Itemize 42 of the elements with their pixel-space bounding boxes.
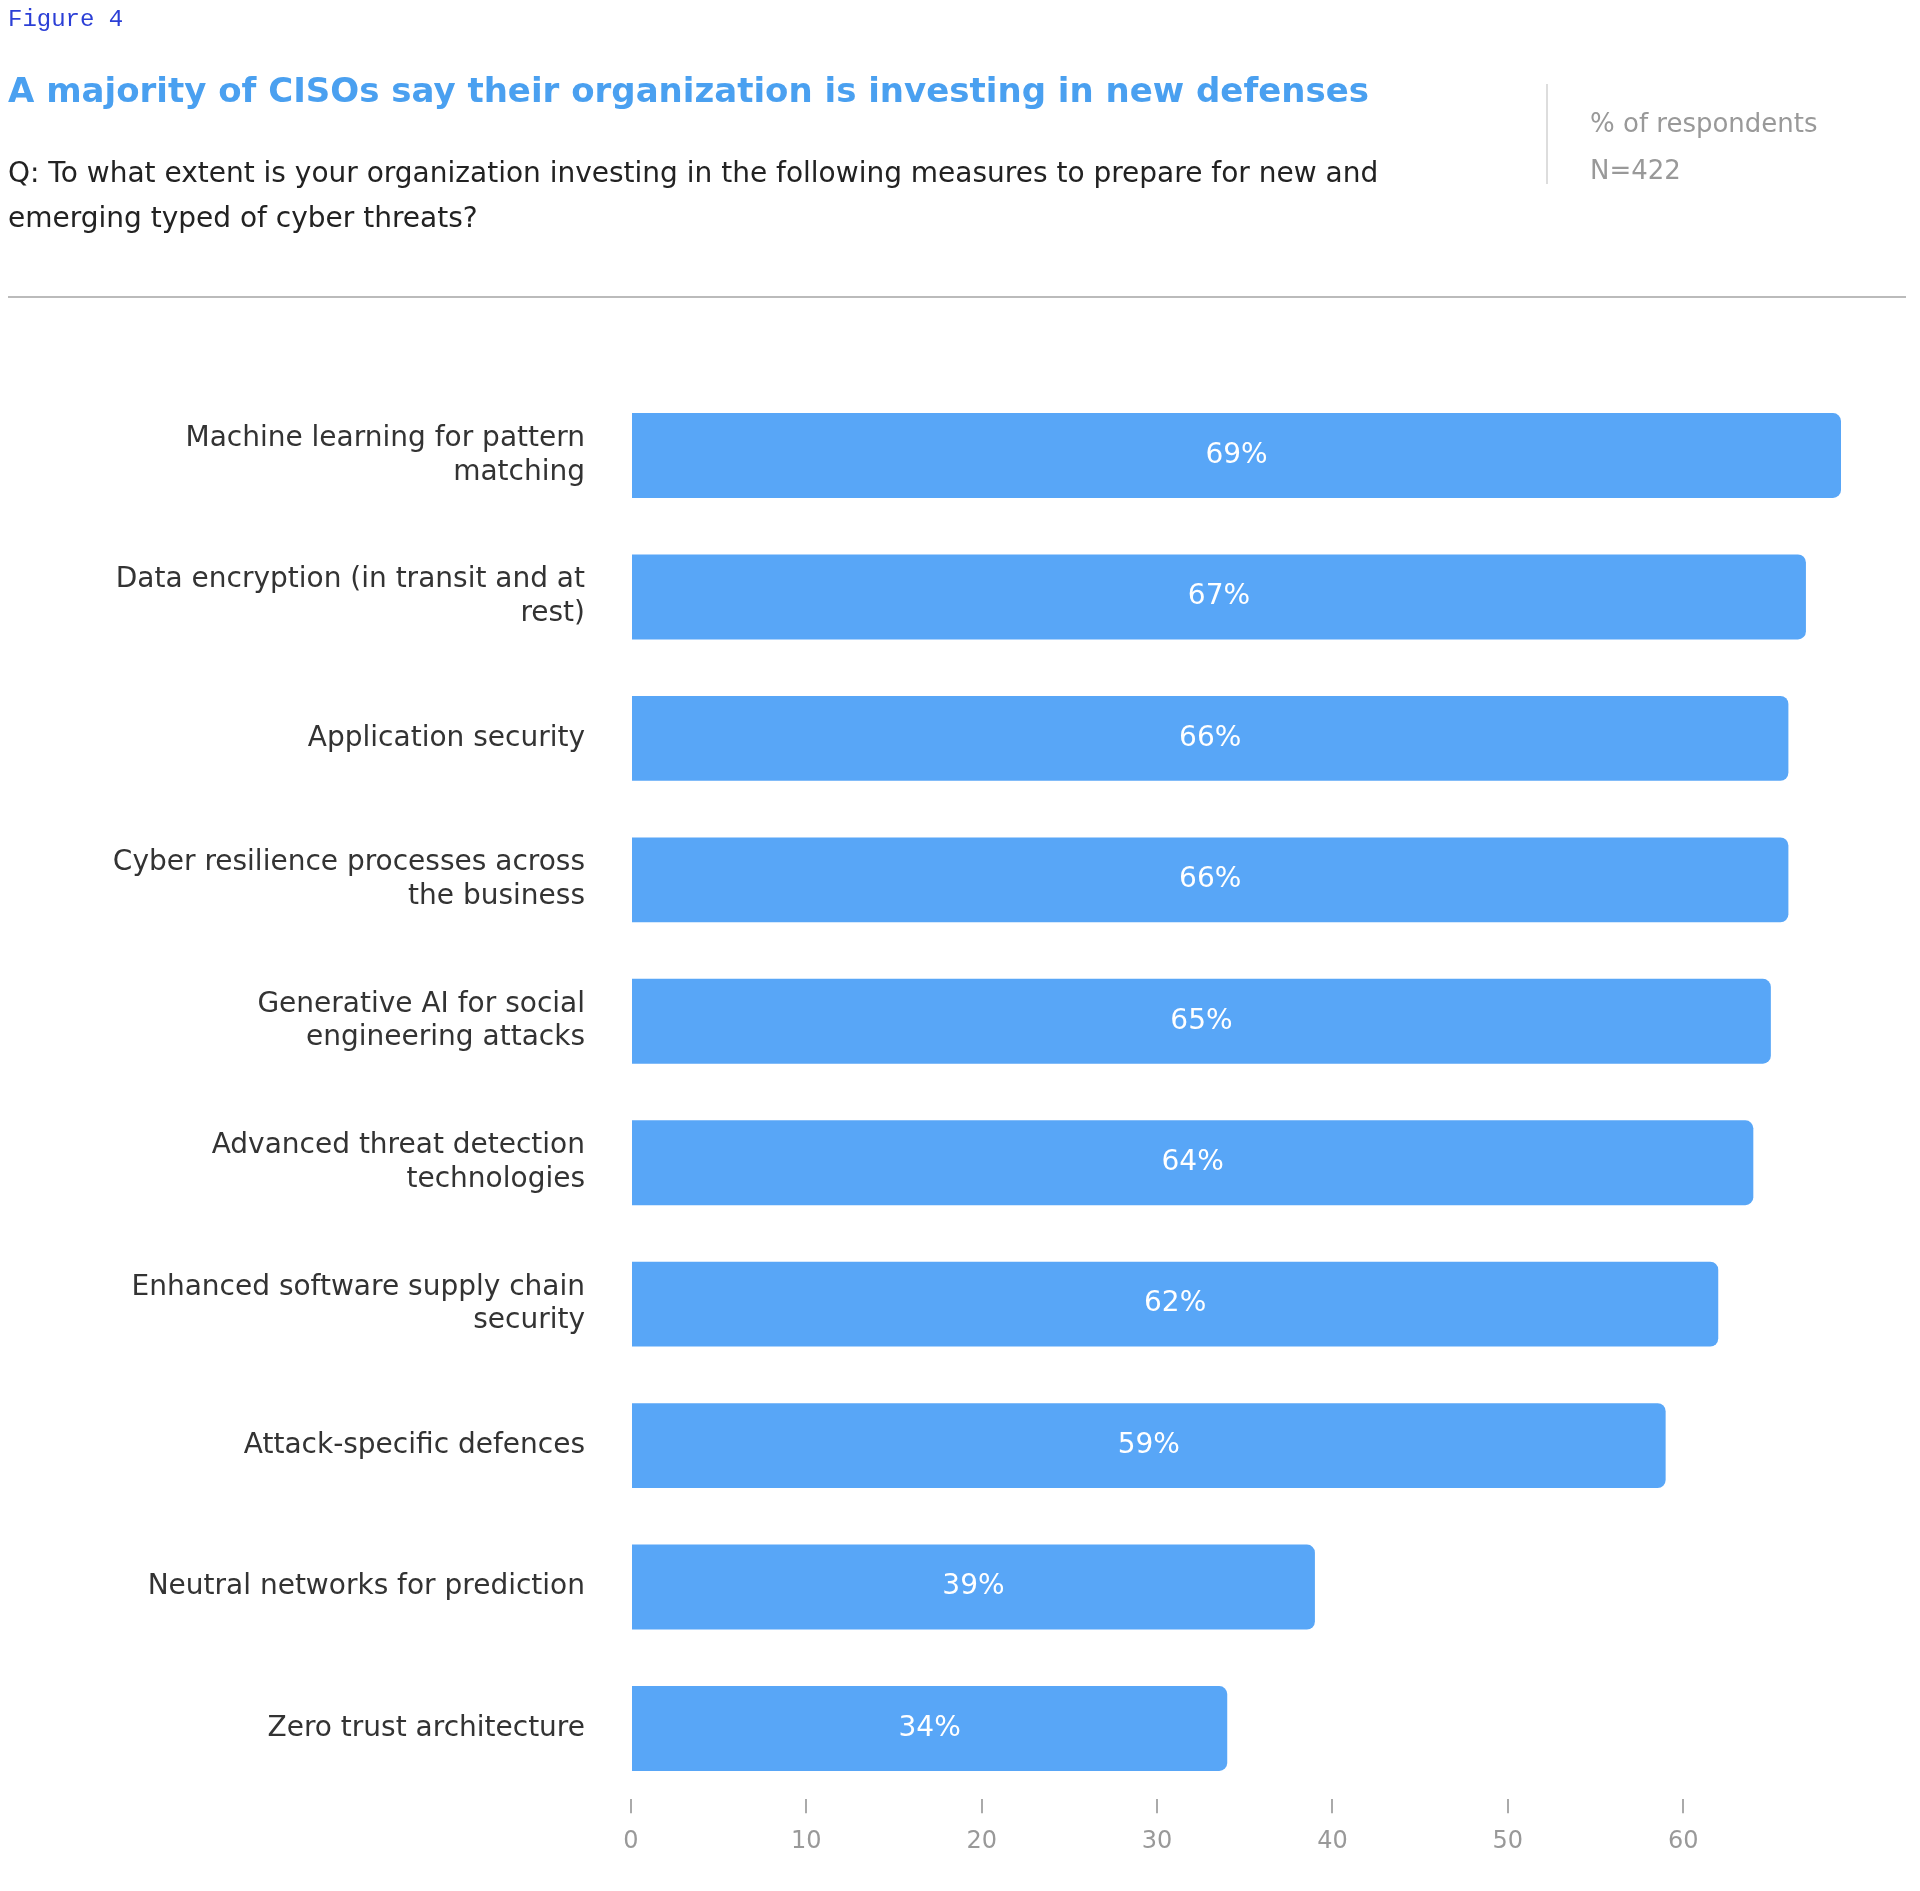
text: N=422 bbox=[1590, 155, 1681, 185]
bar bbox=[632, 1686, 1228, 1771]
chart-subtitle: Q: To what extent is your organization investing in the following measures to prepare for new and emerging typed of cyber threats? bbox=[8, 155, 1380, 236]
x-tick-label: 20 bbox=[966, 1825, 997, 1854]
data-label: 66% bbox=[1179, 861, 1242, 895]
x-tick-label: 40 bbox=[1317, 1825, 1348, 1854]
data-label: 66% bbox=[1179, 719, 1242, 753]
data-label: 34% bbox=[898, 1709, 961, 1743]
y-tick-label: Attack-specific defences bbox=[243, 1426, 585, 1460]
x-tick-label: 10 bbox=[791, 1825, 822, 1854]
bar bbox=[632, 1120, 1754, 1206]
text: % of respondents bbox=[1590, 108, 1818, 138]
y-tick-label: Enhanced software supply chain security bbox=[131, 1268, 585, 1336]
data-label: 69% bbox=[1205, 436, 1268, 470]
y-tick-label: Machine learning for pattern matching bbox=[185, 420, 585, 487]
bar bbox=[632, 413, 1841, 498]
bar bbox=[632, 1261, 1719, 1347]
x-tick-label: 0 bbox=[623, 1825, 639, 1854]
data-label: 67% bbox=[1187, 578, 1251, 612]
x-tick-label: 50 bbox=[1492, 1825, 1524, 1854]
y-tick-label: Generative AI for social engineering attacks bbox=[257, 985, 585, 1053]
x-tick-label: 60 bbox=[1667, 1825, 1699, 1854]
data-label: 64% bbox=[1161, 1144, 1224, 1177]
x-tick-label: 30 bbox=[1141, 1825, 1173, 1854]
y-tick-label: Cyber resilience processes across the business bbox=[112, 844, 585, 911]
data-label: 59% bbox=[1117, 1426, 1180, 1460]
bar bbox=[632, 554, 1806, 640]
y-tick-label: Application security bbox=[307, 719, 585, 753]
chart-title: A majority of CISOs say their organization is investing in new defenses bbox=[8, 70, 1370, 110]
caption: Figure 4 bbox=[8, 6, 124, 33]
bar bbox=[632, 837, 1789, 923]
y-tick-label: Advanced threat detection technologies bbox=[211, 1127, 585, 1194]
bar bbox=[632, 1403, 1666, 1489]
bar bbox=[632, 1544, 1315, 1630]
y-tick-label: Data encryption (in transit and at rest) bbox=[115, 561, 586, 629]
y-tick-label: Zero trust architecture bbox=[267, 1709, 585, 1743]
y-tick-label: Neutral networks for prediction bbox=[147, 1568, 585, 1602]
bar bbox=[632, 695, 1789, 781]
bar bbox=[632, 978, 1771, 1064]
data-label: 65% bbox=[1170, 1002, 1233, 1036]
data-label: 62% bbox=[1144, 1285, 1207, 1319]
data-label: 39% bbox=[942, 1568, 1005, 1602]
